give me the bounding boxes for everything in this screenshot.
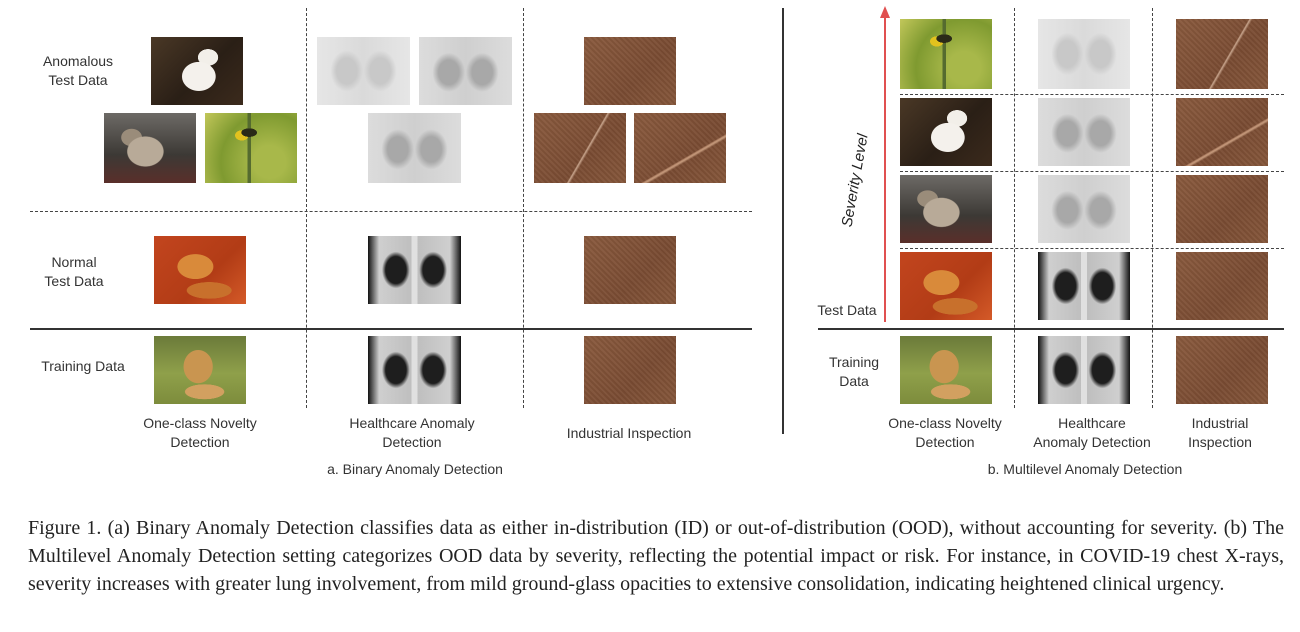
divider [900,171,1284,172]
fabric-texture-image [584,236,676,304]
column-label: Healthcare Anomaly Detection [1033,415,1151,450]
chest-xray-image [1038,175,1130,243]
chest-xray-image [1038,336,1130,404]
golden-retriever-image [900,336,992,404]
fabric-texture-image [584,37,676,105]
shaggy-dog-image [900,175,992,243]
column-label: One-class Novelty Detection [888,415,1002,450]
column-label: Industrial Inspection [1188,415,1252,450]
fabric-texture-image [534,113,626,183]
test-data-label: Test Data [817,302,877,318]
axis-label: Severity Level [838,132,872,229]
chest-xray-image [1038,98,1130,166]
divider [1152,8,1153,408]
column-label: Healthcare Anomaly Detection [349,415,475,450]
chest-xray-image [419,37,512,105]
goldfinch-bird-image [205,113,297,183]
panel-separator [782,8,784,434]
chest-xray-image [1038,19,1130,89]
fabric-texture-image [1176,336,1268,404]
divider [900,94,1284,95]
lying-dog-image [154,236,246,304]
training-separator [30,328,752,330]
divider [306,8,307,408]
white-cat-image [900,98,992,166]
figure-caption: Figure 1. (a) Binary Anomaly Detection c… [28,517,1284,595]
fabric-texture-image [634,113,726,183]
chest-xray-image [368,113,461,183]
row-label-training: Training Data [41,358,125,374]
arrow-head-icon [880,6,890,18]
row-label-anomalous: Anomalous Test Data [42,53,114,88]
shaggy-dog-image [104,113,196,183]
row-label-normal: Normal Test Data [44,254,104,289]
divider [523,8,524,408]
divider [1014,8,1015,408]
chest-xray-image [368,336,461,404]
severity-arrow [884,16,886,322]
divider [900,248,1284,249]
panel-title: a. Binary Anomaly Detection [327,461,503,477]
white-cat-image [151,37,243,105]
fabric-texture-image [1176,252,1268,320]
column-label: One-class Novelty Detection [143,415,257,450]
panel-title: b. Multilevel Anomaly Detection [987,461,1183,477]
training-data-label: Training Data [828,354,880,389]
chest-xray-image [368,236,461,304]
fabric-texture-image [1176,175,1268,243]
goldfinch-bird-image [900,19,992,89]
training-separator [818,328,1284,330]
divider [30,211,752,212]
column-label: Industrial Inspection [566,425,692,441]
fabric-texture-image [584,336,676,404]
lying-dog-image [900,252,992,320]
golden-retriever-image [154,336,246,404]
fabric-texture-image [1176,98,1268,166]
chest-xray-image [317,37,410,105]
chest-xray-image [1038,252,1130,320]
fabric-texture-image [1176,19,1268,89]
